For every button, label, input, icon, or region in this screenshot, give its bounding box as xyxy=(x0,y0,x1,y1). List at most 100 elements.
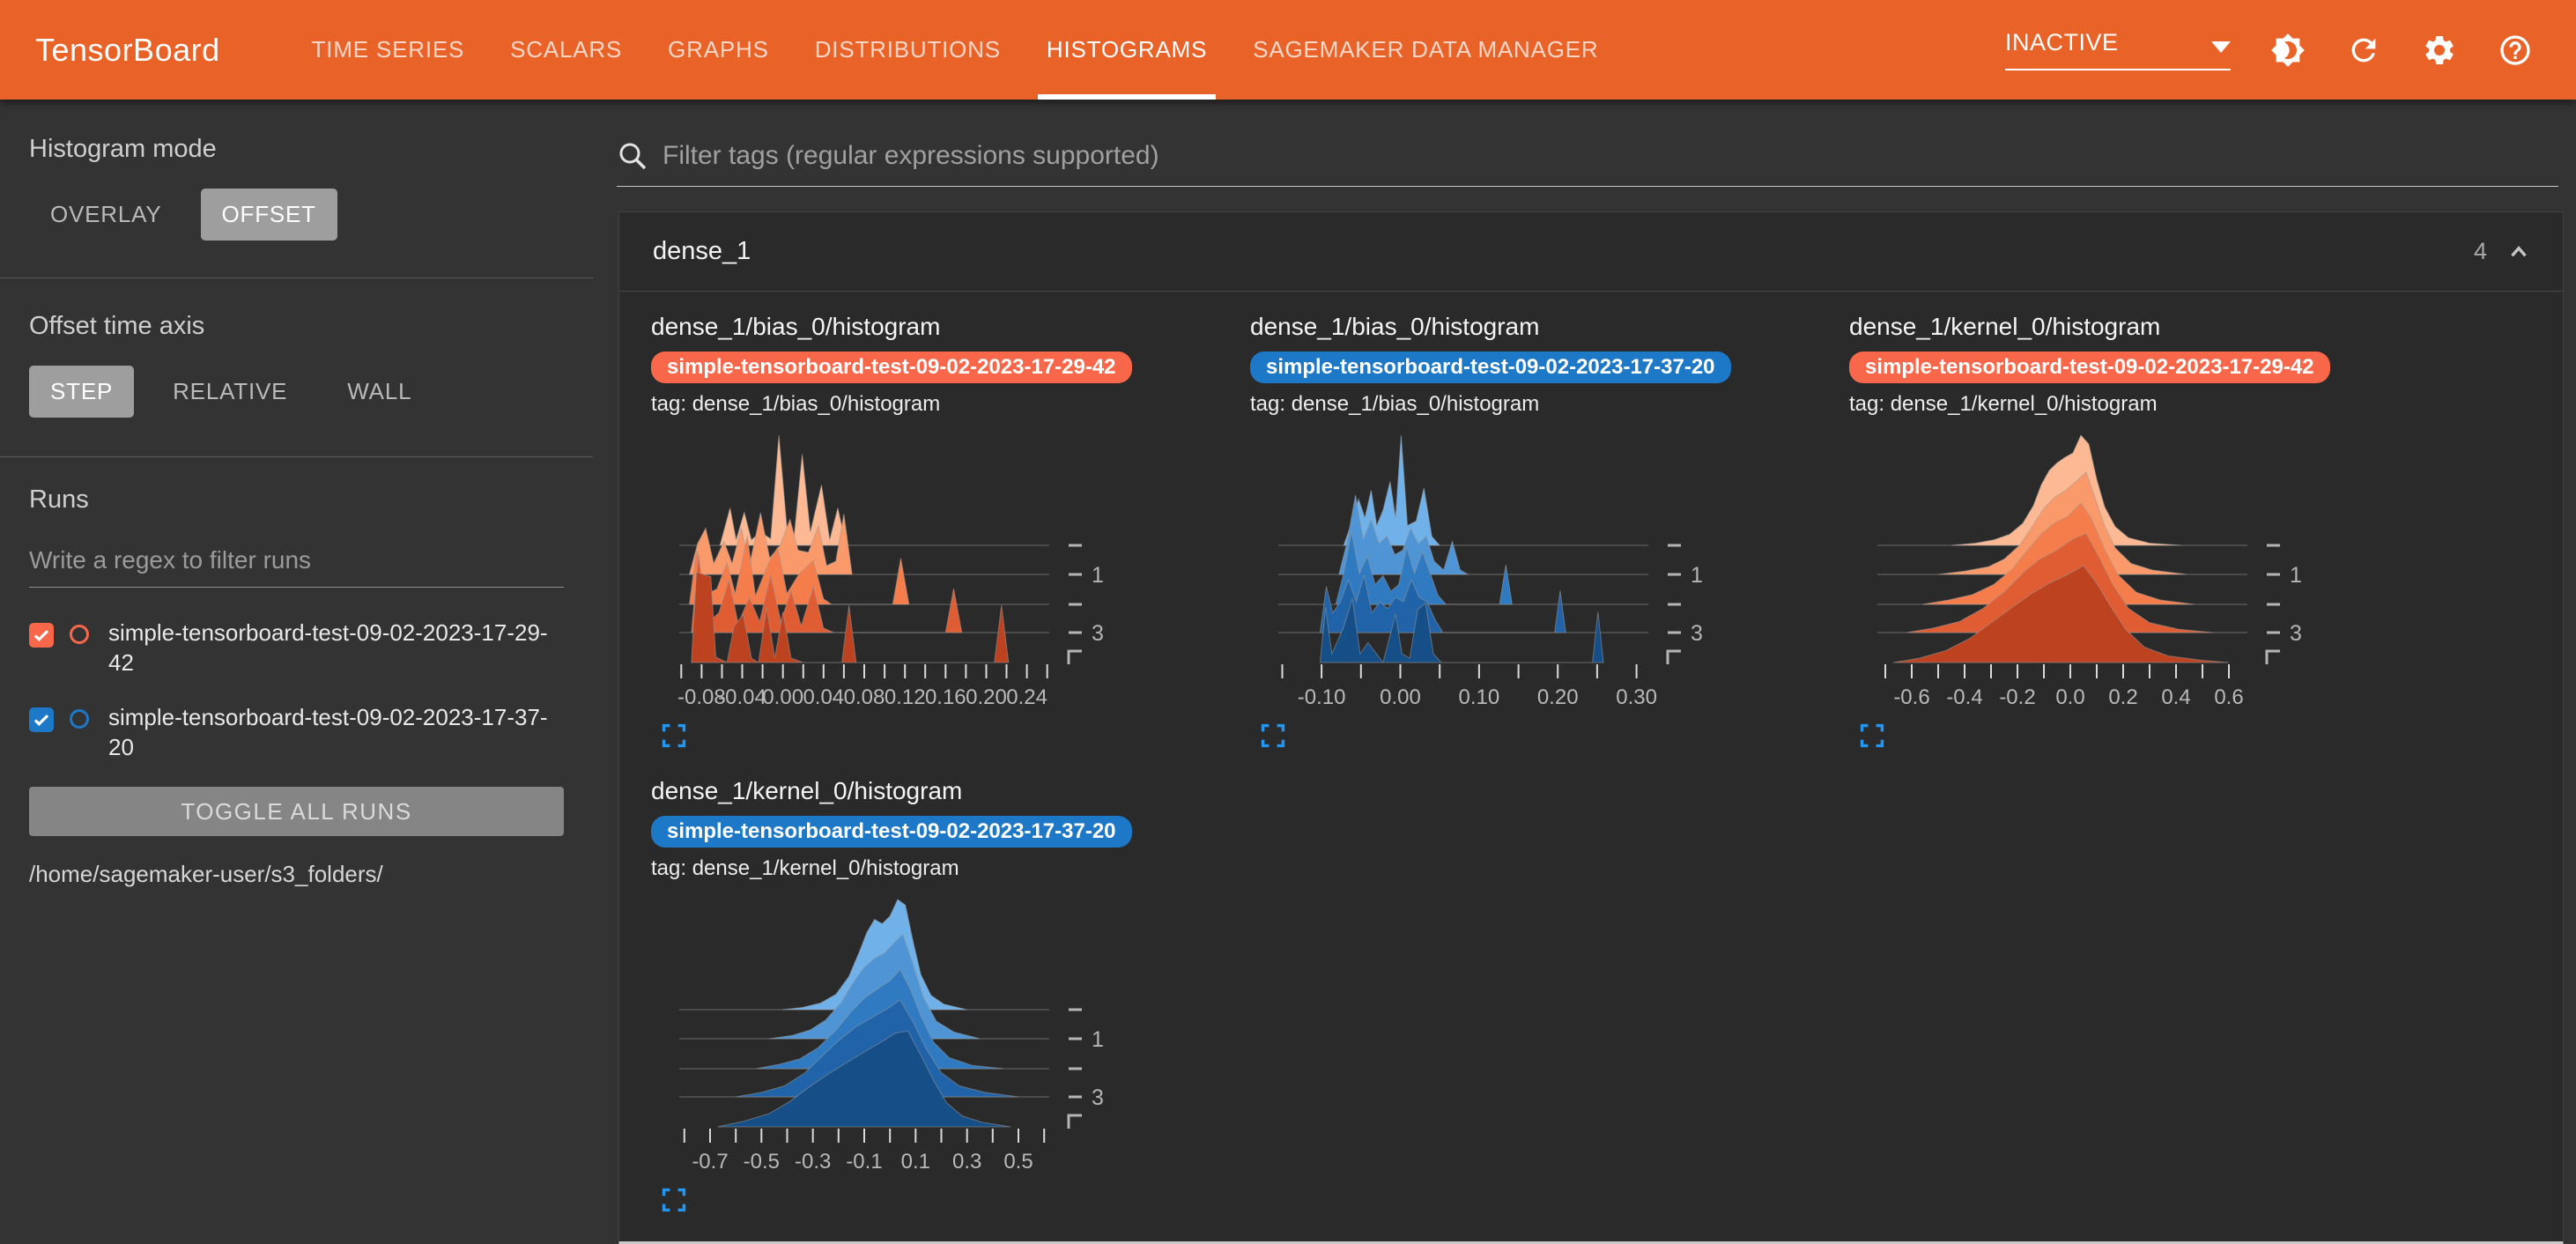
tag-group-header[interactable]: dense_1 4 xyxy=(619,212,2563,292)
svg-text:0.04: 0.04 xyxy=(803,685,844,709)
settings-gear-icon[interactable] xyxy=(2421,32,2458,69)
svg-text:0.12: 0.12 xyxy=(885,685,926,709)
step-axis: 13 xyxy=(1067,1008,1104,1129)
mode-option-overlay[interactable]: OVERLAY xyxy=(29,189,183,241)
runs-path: /home/sagemaker-user/s3_folders/ xyxy=(29,861,383,887)
run-checkbox[interactable] xyxy=(29,623,54,648)
chart-tile: dense_1/bias_0/histogram simple-tensorboa… xyxy=(1234,313,1833,754)
runs-label: Runs xyxy=(29,485,89,514)
tag-group-title: dense_1 xyxy=(653,237,751,265)
tab-graphs[interactable]: GRAPHS xyxy=(668,36,769,63)
run-row: simple-tensorboard-test-09-02-2023-17-29… xyxy=(29,618,564,678)
svg-text:3: 3 xyxy=(2290,621,2302,646)
tab-scalars[interactable]: SCALARS xyxy=(510,36,623,63)
svg-text:0.20: 0.20 xyxy=(966,685,1007,709)
expand-chart-button[interactable] xyxy=(1259,722,1287,750)
brightness-icon[interactable] xyxy=(2269,32,2306,69)
svg-text:-0.6: -0.6 xyxy=(1893,685,1929,709)
svg-text:0.08: 0.08 xyxy=(844,685,885,709)
run-badge: simple-tensorboard-test-09-02-2023-17-29… xyxy=(651,352,1132,383)
svg-text:-0.7: -0.7 xyxy=(692,1150,728,1174)
time-axis-option-step[interactable]: STEP xyxy=(29,366,135,418)
histogram-mode-toggle: OVERLAY OFFSET xyxy=(29,189,564,241)
ridge-layer-4 xyxy=(691,571,1010,663)
histogram-plot[interactable]: -0.7 -0.5 -0.3 -0.1 0.1 0.3 0.513 xyxy=(635,886,1217,1177)
chart-tile: dense_1/kernel_0/histogram simple-tensorb… xyxy=(635,777,1234,1218)
svg-text:0.5: 0.5 xyxy=(1003,1150,1033,1174)
tag-count-badge: 4 xyxy=(2473,238,2487,264)
fullscreen-icon xyxy=(1860,723,1884,748)
divider xyxy=(0,456,593,457)
run-badge: simple-tensorboard-test-09-02-2023-17-37… xyxy=(651,816,1132,848)
svg-text:1: 1 xyxy=(2290,563,2302,588)
tab-time-series[interactable]: TIME SERIES xyxy=(311,36,465,63)
tab-sagemaker-data-manager[interactable]: SAGEMAKER DATA MANAGER xyxy=(1253,36,1599,63)
svg-text:1: 1 xyxy=(1092,1027,1104,1052)
help-icon[interactable] xyxy=(2497,32,2534,69)
ridge-layer-4 xyxy=(717,1030,1011,1128)
svg-text:-0.1: -0.1 xyxy=(846,1150,882,1174)
svg-text:0.16: 0.16 xyxy=(925,685,966,709)
run-checkbox[interactable] xyxy=(29,707,54,732)
toggle-all-runs-button[interactable]: TOGGLE ALL RUNS xyxy=(29,787,564,836)
time-axis-option-wall[interactable]: WALL xyxy=(326,366,433,418)
expand-chart-button[interactable] xyxy=(1858,722,1886,750)
run-badge: simple-tensorboard-test-09-02-2023-17-29… xyxy=(1849,352,2330,383)
status-dropdown[interactable]: INACTIVE xyxy=(2005,29,2231,70)
ridge-layer-2 xyxy=(1335,531,1513,605)
svg-text:1: 1 xyxy=(1092,563,1104,588)
ridge-layer-4 xyxy=(1892,565,2230,663)
histogram-mode-label: Histogram mode xyxy=(29,135,217,163)
ridge-layer-4 xyxy=(1319,598,1604,664)
runs-list: simple-tensorboard-test-09-02-2023-17-29… xyxy=(29,618,564,762)
tag-filter xyxy=(617,140,2558,187)
expand-chart-button[interactable] xyxy=(660,1186,688,1214)
tab-distributions[interactable]: DISTRIBUTIONS xyxy=(814,36,1001,63)
chart-title: dense_1/kernel_0/histogram xyxy=(651,777,963,804)
ridge-layer-1 xyxy=(1338,494,1470,575)
ridge-layer-2 xyxy=(688,536,910,605)
main-content: dense_1 4 dense_1/bias_0/histogramsimple… xyxy=(593,100,2576,1244)
tab-histograms[interactable]: HISTOGRAMS xyxy=(1024,0,1230,100)
app-header: TensorBoard TIME SERIES SCALARS GRAPHS DIST… xyxy=(0,0,2576,100)
x-axis: -0.6 -0.4 -0.2 0.0 0.2 0.4 0.6 xyxy=(1884,664,2244,709)
offset-time-axis-label: Offset time axis xyxy=(29,312,205,340)
svg-text:-0.3: -0.3 xyxy=(795,1150,831,1174)
svg-text:-0.2: -0.2 xyxy=(1999,685,2035,709)
svg-text:0.3: 0.3 xyxy=(952,1150,981,1174)
charts-grid: dense_1/bias_0/histogram simple-tensorboa… xyxy=(619,292,2563,1241)
check-icon xyxy=(33,630,49,642)
status-label: INACTIVE xyxy=(2005,29,2119,56)
chart-title: dense_1/kernel_0/histogram xyxy=(1849,313,2161,340)
svg-text:0.2: 0.2 xyxy=(2108,685,2137,709)
x-axis: -0.08-0.040.00 0.04 0.08 0.12 0.16 0.20 0.24 xyxy=(677,664,1048,709)
tag-filter-input[interactable] xyxy=(663,141,2558,171)
chevron-down-icon xyxy=(2211,41,2231,53)
expand-chart-button[interactable] xyxy=(660,722,688,750)
x-axis: -0.7 -0.5 -0.3 -0.1 0.1 0.3 0.5 xyxy=(683,1129,1046,1174)
chevron-up-icon[interactable] xyxy=(2505,238,2533,266)
svg-text:-0.04: -0.04 xyxy=(718,685,766,709)
time-axis-toggle: STEP RELATIVE WALL xyxy=(29,366,564,418)
chart-tag: tag: dense_1/kernel_0/histogram xyxy=(651,856,959,880)
svg-text:-0.5: -0.5 xyxy=(744,1150,780,1174)
svg-text:0.00: 0.00 xyxy=(1380,685,1421,709)
search-icon xyxy=(619,143,647,170)
chart-title: dense_1/bias_0/histogram xyxy=(1250,313,1540,340)
chart-title: dense_1/bias_0/histogram xyxy=(651,313,941,340)
step-axis: 13 xyxy=(1666,544,1703,664)
histogram-plot[interactable]: -0.6 -0.4 -0.2 0.0 0.2 0.4 0.6 1 3 xyxy=(1833,422,2415,713)
ridge-layer-3 xyxy=(1319,574,1566,633)
mode-option-offset[interactable]: OFFSET xyxy=(200,189,337,241)
time-axis-option-relative[interactable]: RELATIVE xyxy=(152,366,308,418)
runs-regex-input[interactable] xyxy=(29,546,564,588)
svg-text:3: 3 xyxy=(1092,621,1104,646)
svg-text:3: 3 xyxy=(1691,621,1703,646)
run-row: simple-tensorboard-test-09-02-2023-17-37… xyxy=(29,702,564,762)
x-axis: -0.10 0.00 0.10 0.20 0.30 xyxy=(1281,664,1657,709)
refresh-icon[interactable] xyxy=(2345,32,2382,69)
svg-text:0.10: 0.10 xyxy=(1459,685,1500,709)
run-label: simple-tensorboard-test-09-02-2023-17-37… xyxy=(108,704,548,760)
